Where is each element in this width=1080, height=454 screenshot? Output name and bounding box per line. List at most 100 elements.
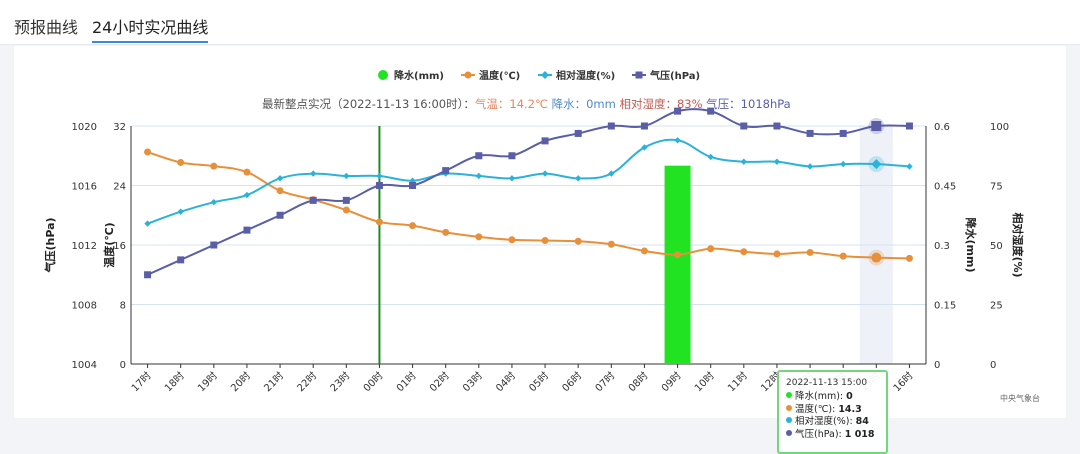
temperature-point (475, 233, 483, 241)
pressure-tick-label: 1008 (72, 301, 97, 312)
humidity-point (674, 137, 681, 144)
temperature-point (276, 187, 284, 195)
humidity-point (773, 158, 781, 165)
chart-subtitle: 最新整点实况（2022-11-13 16:00时）：气温：14.2℃ 降水：0m… (262, 97, 791, 111)
humidity-point (508, 175, 516, 182)
humidity-point (309, 170, 317, 177)
humidity-point (574, 175, 582, 182)
temperature-tick-label: 8 (120, 301, 126, 312)
temperature-point (674, 251, 682, 259)
tooltip-row-pressure: 气压(hPa): 1 018 (786, 429, 886, 442)
subtitle-part-1: 降水：0mm (548, 97, 616, 111)
temperature-point (144, 148, 152, 156)
temperature-point (607, 240, 615, 248)
temperature-point (541, 237, 549, 245)
x-tick-label: 17时 (129, 370, 154, 395)
tooltip-row-humidity: 相对湿度(%): 84 (786, 416, 886, 429)
legend-marker-3 (635, 71, 643, 79)
x-tick-label: 23时 (328, 370, 353, 395)
humidity-point (906, 163, 913, 170)
humidity-tick-label: 50 (990, 241, 1003, 252)
pressure-point (508, 152, 516, 160)
legend-label-3: 气压(hPa) (649, 69, 700, 82)
pressure-point (871, 121, 882, 131)
legend-label-0: 降水(mm) (394, 69, 444, 82)
chart-panel: 降水(mm) 温度(℃) 相对湿度(%) 气压(hPa) 最新整点实况（2022-11-… (14, 46, 1066, 454)
weather-chart: 降水(mm) 温度(℃) 相对湿度(%) 气压(hPa) 最新整点实况（2022-11-… (43, 69, 1025, 395)
x-tick-label: 20时 (228, 370, 253, 395)
tooltip-time: 2022-11-13 15:00 (786, 378, 868, 388)
precipitation-tick-label: 0.45 (934, 182, 956, 193)
precipitation-axis-label: 降水(mm) (964, 218, 978, 273)
humidity-point (210, 198, 218, 206)
x-tick-label: 18时 (162, 370, 187, 395)
tab-bar: 预报曲线 24小时实况曲线 (0, 0, 1080, 45)
humidity-tick-label: 75 (990, 182, 1003, 193)
humidity-point (608, 170, 615, 177)
temperature-point (177, 158, 185, 166)
pressure-tick-label: 1016 (72, 182, 97, 193)
pressure-point (640, 122, 648, 130)
temperature-tick-label: 32 (113, 122, 126, 133)
tooltip-row-precipitation: 降水(mm): 0 (786, 391, 886, 404)
pressure-axis-label: 气压(hPa) (43, 217, 57, 273)
pressure-point (905, 122, 913, 130)
subtitle-part-3: 气压：1018hPa (703, 97, 791, 111)
pressure-point (806, 129, 814, 137)
source-credit: 中央气象台 (1000, 394, 1040, 403)
pressure-point (839, 129, 847, 137)
pressure-point (210, 241, 218, 249)
temperature-point (740, 248, 748, 256)
pressure-point (309, 196, 317, 204)
humidity-point (740, 158, 748, 165)
pressure-tick-label: 1012 (72, 241, 97, 252)
x-tick-label: 19时 (195, 370, 220, 395)
subtitle-part-0: 气温：14.2℃ (475, 97, 548, 111)
humidity-point (243, 191, 251, 199)
temperature-tick-label: 16 (113, 241, 126, 252)
pressure-tick-label: 1004 (72, 360, 97, 371)
x-tick-label: 08时 (626, 370, 651, 395)
temperature-point (210, 162, 218, 170)
pressure-point (541, 137, 549, 145)
pressure-point (740, 122, 748, 130)
tab-forecast-curve[interactable]: 预报曲线 (14, 18, 79, 37)
precipitation-tick-label: 0 (934, 360, 940, 371)
x-tick-label: 11时 (725, 370, 750, 395)
x-tick-label: 06时 (560, 370, 585, 395)
pressure-point (375, 182, 383, 189)
temperature-tick-label: 24 (113, 182, 126, 193)
humidity-point (641, 144, 648, 151)
pressure-point (342, 196, 350, 204)
legend-marker-0 (378, 70, 388, 80)
temperature-point (640, 247, 648, 255)
pressure-point (574, 129, 582, 137)
temperature-point (342, 206, 350, 214)
pressure-point (475, 152, 483, 160)
x-tick-label: 01时 (394, 370, 419, 395)
pressure-dot-icon (786, 429, 792, 436)
legend-marker-2 (541, 71, 549, 79)
temperature-point (806, 248, 814, 256)
humidity-point (177, 208, 184, 215)
subtitle-part-2: 相对湿度：83% (616, 97, 703, 111)
pressure-tick-label: 1020 (72, 122, 97, 133)
temperature-point (508, 236, 516, 244)
humidity-point (871, 159, 882, 170)
temperature-tick-label: 0 (120, 360, 126, 371)
humidity-dot-icon (786, 417, 792, 424)
x-tick-label: 10时 (692, 370, 717, 395)
tab-24h-observation-curve[interactable]: 24小时实况曲线 (92, 14, 209, 43)
pressure-point (607, 122, 615, 130)
x-tick-label: 07时 (593, 370, 618, 395)
pressure-series-line (147, 108, 910, 276)
pressure-point (243, 226, 251, 234)
x-tick-label: 00时 (361, 370, 386, 395)
humidity-tick-label: 100 (990, 122, 1009, 133)
humidity-axis-label: 相对湿度(%) (1011, 212, 1025, 277)
humidity-point (376, 172, 383, 180)
tooltip-row-temperature: 温度(℃): 14.3 (786, 404, 886, 417)
x-tick-label: 04时 (493, 370, 518, 395)
humidity-point (343, 172, 350, 180)
humidity-point (144, 220, 151, 227)
